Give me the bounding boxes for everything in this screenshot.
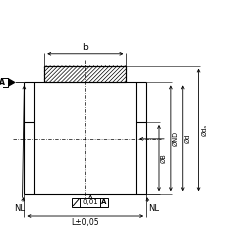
Bar (72, 198, 108, 206)
Text: NL: NL (14, 204, 25, 212)
Text: L±0,05: L±0,05 (72, 218, 99, 228)
Text: 0,01: 0,01 (82, 199, 98, 205)
Text: ØB: ØB (161, 153, 167, 163)
Text: Ødₐ: Ødₐ (202, 124, 207, 136)
Bar (0, 78, 8, 87)
Text: b: b (82, 43, 88, 52)
Text: Ød: Ød (185, 134, 191, 143)
Polygon shape (8, 78, 14, 86)
Polygon shape (44, 66, 126, 82)
Text: A: A (0, 78, 5, 87)
Text: ØND: ØND (173, 131, 179, 146)
Text: A: A (102, 199, 107, 205)
Text: NL: NL (148, 204, 160, 212)
